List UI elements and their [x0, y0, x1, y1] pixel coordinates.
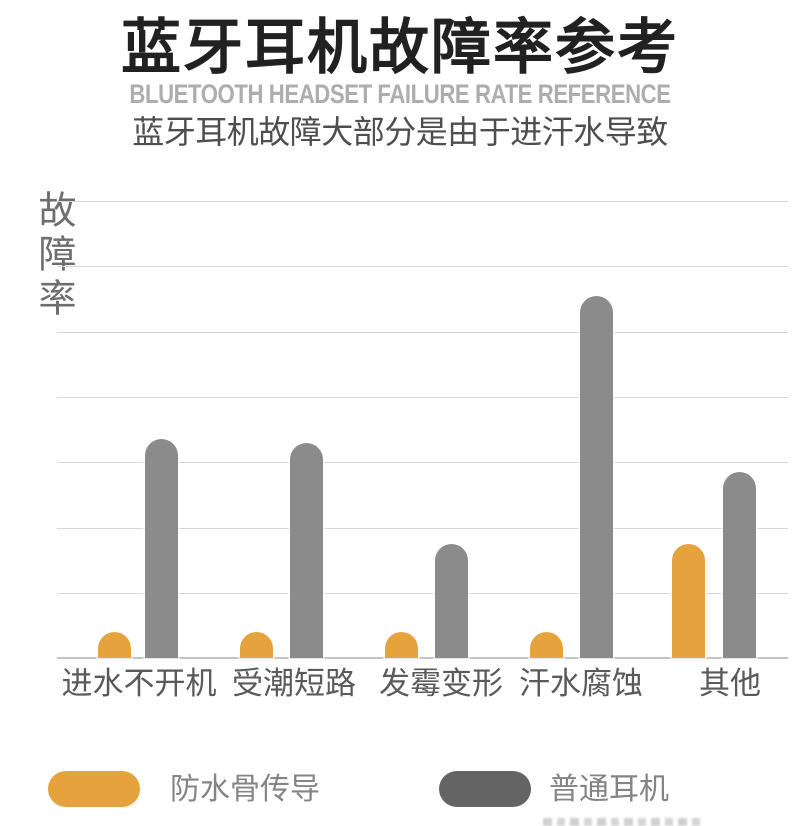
subtitle-chinese: 蓝牙耳机故障大部分是由于进汗水导致	[132, 114, 668, 150]
gridline-5	[57, 528, 788, 529]
gridline-1	[57, 266, 788, 267]
gridline-3	[57, 397, 788, 398]
x-label-0: 进水不开机	[61, 666, 217, 701]
bar-regular-1	[290, 443, 323, 658]
bar-regular-3	[580, 296, 613, 658]
x-axis-line	[57, 657, 788, 659]
gridline-6	[57, 593, 788, 594]
x-label-1: 受潮短路	[232, 666, 356, 701]
y-axis-label: 故障率	[32, 190, 74, 322]
bar-regular-4	[723, 472, 756, 658]
bar-waterproof-3	[530, 632, 563, 658]
gridline-4	[57, 462, 788, 463]
bar-waterproof-4	[672, 544, 705, 658]
x-label-4: 其他	[699, 666, 761, 701]
x-label-3: 汗水腐蚀	[519, 666, 643, 701]
bar-regular-2	[435, 544, 468, 658]
header: 蓝牙耳机故障率参考 BLUETOOTH HEADSET FAILURE RATE…	[0, 0, 800, 151]
bar-regular-0	[145, 439, 178, 658]
subtitle-english: BLUETOOTH HEADSET FAILURE RATE REFERENCE	[129, 79, 671, 109]
legend-label-regular: 普通耳机	[549, 773, 669, 806]
cutoff-watermark-fragment	[543, 818, 703, 826]
x-label-2: 发霉变形	[379, 666, 503, 701]
legend-swatch-waterproof	[48, 771, 140, 807]
bar-waterproof-1	[240, 632, 273, 658]
bar-waterproof-2	[385, 632, 418, 658]
page-title: 蓝牙耳机故障率参考	[121, 14, 679, 81]
legend-label-waterproof: 防水骨传导	[170, 773, 320, 806]
gridline-2	[57, 332, 788, 333]
legend-swatch-regular	[439, 771, 531, 807]
bar-waterproof-0	[98, 632, 131, 658]
gridline-0	[57, 201, 788, 202]
